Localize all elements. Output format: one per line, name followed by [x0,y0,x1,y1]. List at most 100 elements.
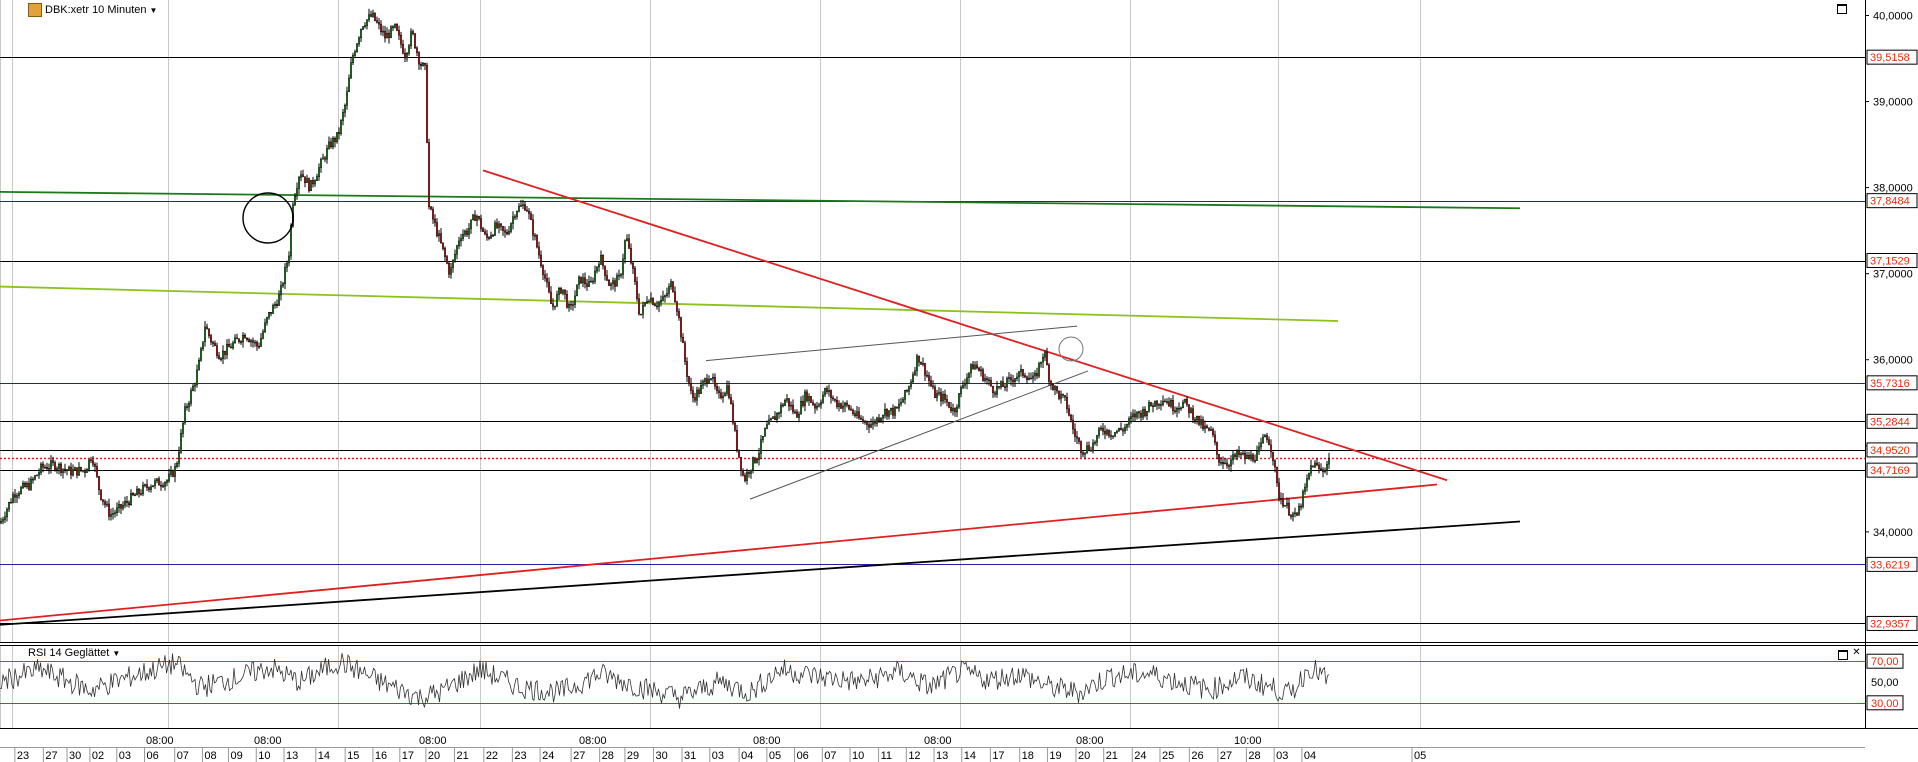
candle-body [217,355,220,360]
candle-body [227,344,230,348]
candle-body [362,26,365,30]
chevron-down-icon[interactable]: ▼ [149,5,158,15]
candle-body [189,390,192,404]
price-level-box [1866,49,1918,65]
day-label: 27 [573,750,585,762]
candle-body [1187,404,1190,413]
symbol-label: DBK:xetr 10 Minuten [45,4,147,16]
candle-body [1195,415,1198,421]
candle-body [247,339,250,343]
candle-body [11,494,14,503]
candle-body [1151,405,1154,408]
candle-body [1271,451,1274,461]
candle-body [834,398,837,401]
candle-body [826,388,829,392]
candle-body [306,178,309,183]
candle-body [1004,386,1007,388]
candle-body [938,392,941,394]
day-label: 11 [881,750,892,762]
candle-body [173,466,176,477]
candle-body [976,364,979,369]
candle-body [75,467,78,476]
candle-body [628,238,631,249]
candle-body [546,277,549,283]
candle-body [922,363,925,365]
candle-body [812,402,815,405]
candle-body [26,483,29,487]
candle-body [900,402,903,405]
candle-body [1095,435,1098,443]
candle-body [163,482,166,487]
candle-body [233,337,236,344]
candle-body [382,30,385,33]
rsi-header[interactable]: RSI 14 Geglättet ▼ [26,647,123,659]
day-label: 12 [908,750,920,762]
day-label: 10 [852,750,864,762]
chevron-down-icon[interactable]: ▼ [112,648,121,658]
candle-body [197,360,200,371]
candle-body [1213,434,1216,443]
candle-body [286,262,289,268]
candle-body [1103,431,1106,435]
candle-body [1201,419,1204,429]
candle-body [73,467,76,470]
candle-body [430,206,433,210]
price-level-box [1866,375,1918,391]
candle-body [562,289,565,294]
candle-body [1043,352,1046,358]
candle-body [558,288,561,295]
candle-body [632,262,635,269]
symbol-header[interactable]: DBK:xetr 10 Minuten ▼ [26,3,160,17]
candle-body [584,277,587,285]
day-label: 25 [1162,750,1174,762]
candle-body [606,275,609,281]
candle-body [18,493,21,496]
candle-body [934,386,937,398]
candle-body [420,63,423,66]
candle-body [434,218,437,223]
candle-body [22,483,25,488]
candle-body [578,276,581,285]
candle-body [1053,386,1056,390]
candle-body [185,406,188,408]
candle-body [684,342,687,362]
candle-body [874,420,877,424]
close-icon[interactable]: ✕ [1852,647,1861,658]
candle-body [77,466,80,476]
candle-body [468,228,471,235]
candle-body [1301,491,1304,507]
candle-body [648,300,651,303]
candle-body [446,256,449,264]
rsi-level-label: 50,00 [1871,677,1899,689]
candle-body [368,14,371,20]
candle-body [378,22,381,25]
candle-body [800,400,803,415]
annotation-circle [1058,336,1084,362]
candle-body [193,384,196,387]
candle-body [758,453,761,460]
candle-body [608,279,611,286]
candle-body [312,180,315,185]
candle-body [1071,419,1074,430]
candle-body [762,436,765,440]
candle-body [117,504,120,509]
candle-body [626,238,629,241]
trendlines[interactable] [0,169,1521,626]
day-label: 08 [204,750,216,762]
maximize-icon[interactable] [1837,4,1847,14]
candle-body [516,211,519,217]
candle-body [1065,397,1068,409]
candle-body [276,303,279,306]
candle-body [476,216,479,221]
price-level-box [1866,556,1918,572]
candle-body [406,53,409,59]
candle-body [804,391,807,406]
day-label: 06 [147,750,159,762]
maximize-icon[interactable] [1838,650,1848,660]
candle-body [972,364,975,370]
candle-body [908,386,911,392]
candle-body [398,30,401,36]
candle-body [610,283,613,286]
